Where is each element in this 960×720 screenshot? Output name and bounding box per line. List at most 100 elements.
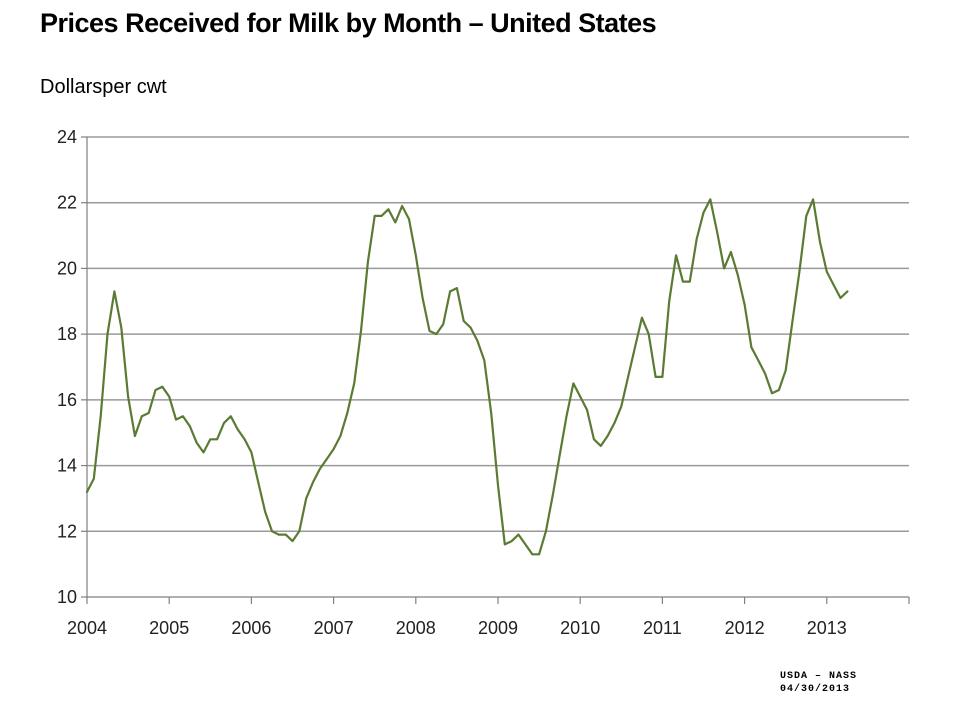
data-point: [695, 238, 698, 240]
data-point: [627, 376, 629, 378]
data-point: [394, 221, 397, 224]
data-point: [750, 346, 753, 349]
data-point: [572, 382, 575, 385]
data-point: [723, 267, 725, 270]
data-point: [805, 215, 808, 217]
data-point: [99, 415, 102, 418]
data-point: [326, 458, 328, 460]
data-point: [613, 422, 616, 424]
x-tick-label-2008: 2008: [396, 618, 436, 638]
data-point: [593, 438, 595, 441]
data-point: [435, 333, 438, 335]
data-point: [182, 415, 184, 418]
data-point: [189, 425, 191, 427]
data-point: [243, 438, 246, 441]
data-point: [826, 270, 828, 273]
x-tick-label-2007: 2007: [314, 618, 354, 638]
data-point: [538, 553, 540, 556]
source-agency: USDA – NASS: [780, 671, 858, 682]
data-point: [278, 533, 280, 536]
data-point: [86, 491, 88, 493]
data-point: [497, 484, 499, 487]
data-point: [401, 205, 403, 207]
x-tick-label-2013: 2013: [807, 618, 847, 638]
data-point: [483, 359, 486, 362]
data-point: [778, 389, 780, 391]
data-point: [134, 435, 136, 437]
data-point: [558, 454, 561, 457]
series-line-0: [85, 198, 849, 556]
data-point: [161, 385, 164, 388]
data-point: [305, 497, 308, 500]
data-point: [332, 448, 335, 450]
y-tick-label-10: 10: [57, 587, 77, 607]
data-point: [791, 320, 794, 322]
data-point: [271, 530, 273, 533]
source-date: 04/30/2013: [780, 684, 851, 695]
x-tick-label-2006: 2006: [231, 618, 271, 638]
x-tick-label-2011: 2011: [643, 618, 682, 638]
data-point: [647, 333, 650, 335]
data-point: [565, 415, 568, 418]
data-point: [264, 510, 266, 513]
data-point: [668, 300, 670, 303]
data-point: [113, 290, 116, 293]
data-point: [373, 215, 376, 217]
data-point: [415, 254, 417, 257]
data-point: [510, 540, 513, 542]
data-point: [764, 372, 766, 375]
data-point: [504, 543, 506, 546]
axes: [81, 136, 910, 604]
data-point: [490, 412, 493, 414]
x-tick-label-2012: 2012: [725, 618, 765, 638]
data-point: [469, 326, 472, 329]
data-point: [832, 284, 835, 286]
data-point: [737, 274, 739, 276]
data-point: [552, 494, 554, 496]
data-point: [230, 415, 232, 418]
y-tick-label-16: 16: [57, 390, 77, 410]
data-point: [408, 218, 410, 220]
source-note: USDA – NASS 04/30/2013: [780, 670, 857, 696]
data-point: [798, 270, 801, 273]
data-point: [462, 320, 465, 322]
data-point: [216, 438, 218, 441]
data-point: [298, 530, 301, 533]
data-point: [620, 405, 623, 408]
data-point: [147, 412, 150, 414]
data-point: [579, 395, 581, 398]
data-point: [675, 254, 677, 257]
data-point: [600, 445, 602, 447]
data-point: [387, 208, 390, 211]
data-point: [209, 438, 212, 441]
y-tick-label-22: 22: [57, 193, 77, 213]
x-tick-label-2009: 2009: [478, 618, 518, 638]
data-point: [154, 389, 157, 391]
x-tick-label-2010: 2010: [560, 618, 600, 638]
data-point: [120, 326, 123, 329]
y-tick-label-18: 18: [57, 324, 77, 344]
data-point: [545, 530, 547, 533]
data-point: [367, 261, 369, 263]
data-point: [312, 481, 314, 483]
data-point: [380, 215, 383, 217]
data-point: [531, 553, 534, 556]
data-point: [421, 297, 424, 299]
data-point: [606, 435, 609, 437]
data-point: [476, 339, 479, 342]
data-point: [730, 251, 732, 253]
data-point: [353, 382, 356, 385]
data-point: [195, 441, 198, 444]
data-point: [524, 543, 527, 546]
data-point: [702, 211, 705, 214]
y-tick-label-20: 20: [57, 258, 77, 278]
data-point: [839, 297, 842, 299]
data-point: [757, 359, 760, 362]
gridlines: [87, 136, 909, 533]
data-point: [127, 395, 129, 398]
data-point: [517, 533, 520, 536]
data-point: [346, 412, 349, 414]
data-point: [812, 198, 814, 201]
tick-labels: 10 12 14 16 18 20 22 24 2004 2005 2006 2007 2008 2009…: [57, 127, 847, 638]
